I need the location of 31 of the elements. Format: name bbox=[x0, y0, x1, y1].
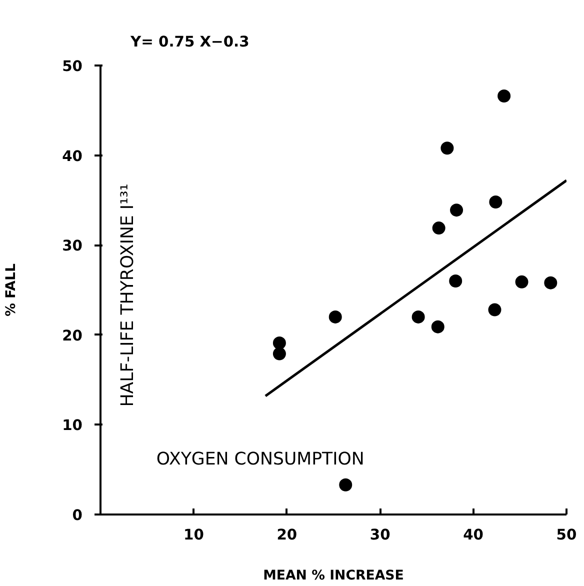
chart-title: Y= 0.75 X−0.3 bbox=[130, 34, 250, 50]
point bbox=[440, 142, 454, 155]
point bbox=[412, 310, 425, 324]
point bbox=[449, 274, 462, 288]
point bbox=[328, 310, 342, 324]
annotation: HALF-LIFE THYROXINE I¹³¹ bbox=[118, 184, 138, 407]
y-tick-label: 20 bbox=[62, 327, 83, 344]
point bbox=[488, 303, 502, 316]
x-tick-label: 20 bbox=[276, 526, 298, 544]
point bbox=[489, 196, 502, 208]
y-tick-label: 0 bbox=[72, 507, 83, 524]
x-tick-label: 10 bbox=[184, 526, 204, 544]
point bbox=[272, 336, 286, 350]
x-tick-label: 30 bbox=[370, 526, 390, 544]
point bbox=[432, 222, 446, 235]
y-tick-label: 10 bbox=[62, 417, 83, 434]
annotation: OXYGEN CONSUMPTION bbox=[156, 450, 364, 470]
x-axis-title: MEAN % INCREASE bbox=[263, 568, 404, 584]
y-tick-label: 40 bbox=[62, 148, 83, 165]
point bbox=[498, 90, 511, 103]
point bbox=[544, 276, 558, 290]
point bbox=[431, 320, 444, 334]
point bbox=[339, 478, 352, 492]
y-tick-label: 50 bbox=[62, 58, 83, 75]
point bbox=[272, 347, 286, 360]
x-tick-label: 50 bbox=[556, 526, 577, 544]
x-tick-label: 40 bbox=[463, 526, 484, 544]
point bbox=[515, 275, 528, 288]
y-axis-title: % FALL bbox=[4, 263, 20, 316]
point bbox=[450, 204, 464, 217]
y-tick-label: 30 bbox=[62, 238, 83, 255]
